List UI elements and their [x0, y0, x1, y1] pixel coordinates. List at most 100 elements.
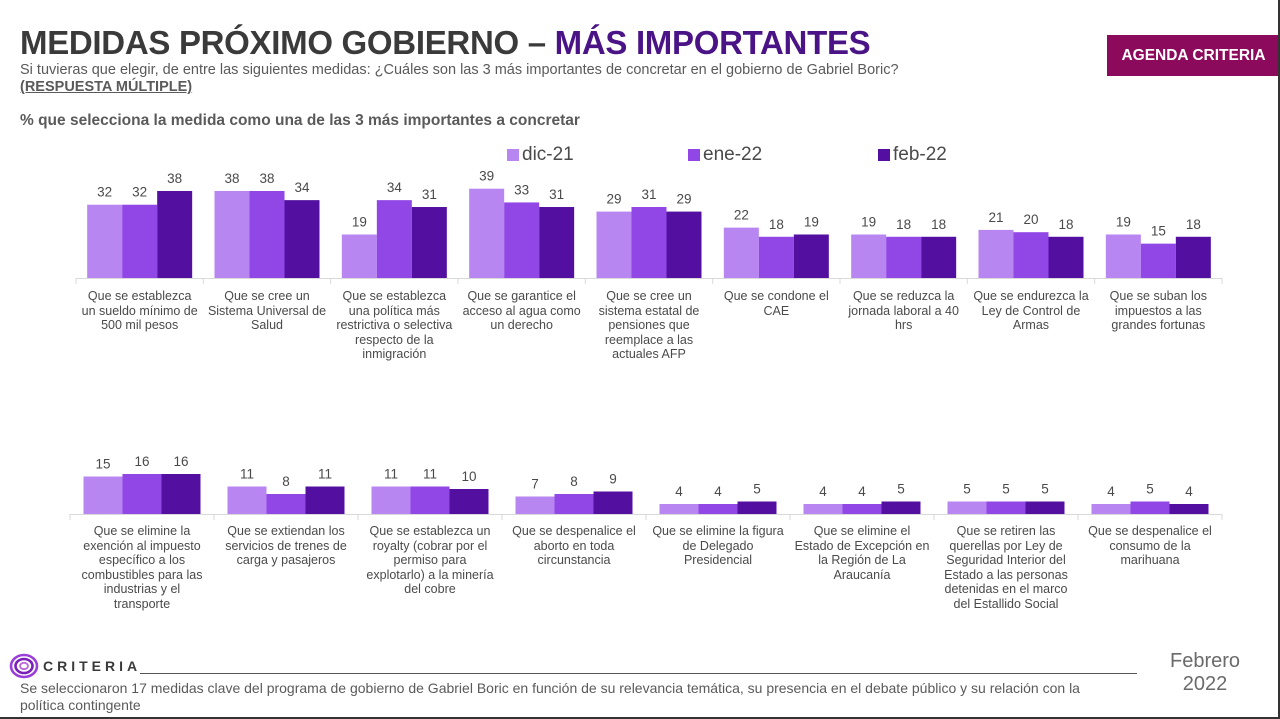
- bar-ene-22: [122, 474, 162, 514]
- category-label-line: pensiones que: [608, 318, 690, 332]
- category-label-line: Armas: [1012, 318, 1050, 332]
- category-label-line: hrs: [894, 318, 913, 332]
- data-label: 18: [1058, 217, 1073, 232]
- category-label: Que se condone el CAE: [709, 289, 844, 318]
- category-label: Que se establezca un royalty (cobrar por …: [354, 524, 506, 597]
- category-label: Que se elimine la exención al impuesto esp…: [66, 524, 218, 611]
- data-label: 18: [1186, 217, 1201, 232]
- category-label: Que se suban los impuestos a las grandes f…: [1091, 289, 1226, 333]
- bar-dic-21: [947, 501, 987, 514]
- category-label: Que se elimine la figura de Delegado Presi…: [642, 524, 794, 568]
- chart-title: % que selecciona la medida como una de l…: [20, 112, 580, 129]
- category-label-line: industrias y el: [103, 582, 181, 596]
- category-label-line: Que se elimine el: [813, 524, 911, 538]
- data-label: 5: [963, 482, 971, 497]
- category-label: Que se retiren las querellas por Ley de Se…: [930, 524, 1082, 611]
- data-label: 31: [549, 187, 564, 202]
- category-label-line: Ley de Control de: [981, 303, 1081, 318]
- footer-note: Se seleccionaron 17 medidas clave del pr…: [20, 680, 1080, 713]
- category-label-line: detenidas en el marco: [944, 582, 1068, 596]
- data-label: 31: [422, 187, 437, 202]
- bar-ene-22: [698, 504, 738, 514]
- category-label-line: royalty (cobrar por el: [372, 538, 488, 553]
- category-label-line: una política más: [348, 303, 440, 318]
- legend-label: feb-22: [893, 144, 947, 165]
- category-label-line: consumo de la: [1109, 538, 1191, 553]
- data-label: 4: [1185, 484, 1193, 499]
- bar-ene-22: [758, 236, 794, 278]
- bar-feb-22: [1048, 236, 1084, 278]
- category-label-line: Que se cree un: [224, 289, 310, 303]
- data-label: 29: [606, 192, 621, 207]
- data-label: 19: [352, 214, 367, 229]
- bar-ene-22: [249, 190, 285, 278]
- bar-feb-22: [157, 190, 193, 278]
- category-label-line: circunstancia: [537, 553, 611, 567]
- data-label: 32: [97, 185, 112, 200]
- bar-feb-22: [411, 207, 447, 278]
- legend-label: ene-22: [703, 144, 763, 165]
- category-label-line: actuales AFP: [612, 347, 686, 361]
- category-label-line: 500 mil pesos: [101, 318, 179, 332]
- data-label: 5: [753, 482, 761, 497]
- category-label-line: jornada laboral a 40: [848, 303, 959, 318]
- category-label-line: impuestos a las: [1114, 303, 1202, 318]
- data-label: 33: [514, 182, 529, 197]
- data-label: 4: [819, 484, 827, 499]
- category-label-line: la Región de La: [818, 553, 906, 567]
- category-label-line: Que se endurezca la: [973, 289, 1089, 303]
- data-label: 18: [769, 217, 784, 232]
- bar-feb-22: [1169, 504, 1209, 514]
- bar-ene-22: [1130, 501, 1170, 514]
- category-label-line: querellas por Ley de: [949, 538, 1063, 553]
- category-label-line: CAE: [763, 303, 790, 318]
- data-label: 11: [318, 467, 332, 482]
- data-label: 8: [570, 474, 578, 489]
- bar-dic-21: [87, 204, 123, 278]
- bar-ene-22: [1013, 232, 1049, 278]
- bar-dic-21: [596, 211, 632, 278]
- legend-item-ene-22: ene-22: [688, 144, 762, 166]
- chart-legend: dic-21 ene-22 feb-22: [0, 144, 1280, 168]
- category-label-line: Que se elimine la: [93, 524, 191, 538]
- category-label-line: Que se extiendan los: [227, 524, 345, 538]
- bar-dic-21: [371, 486, 411, 514]
- data-label: 22: [734, 208, 749, 223]
- data-label: 4: [714, 484, 722, 499]
- bar-dic-21: [515, 496, 555, 514]
- bar-dic-21: [659, 504, 699, 514]
- category-label-line: permiso para: [393, 553, 467, 567]
- category-label-line: Que se cree un: [606, 289, 692, 303]
- category-label: Que se garantice el acceso al agua como un…: [454, 289, 589, 333]
- category-label-line: Seguridad Interior del: [946, 553, 1066, 567]
- logo-text: CRITERIA: [43, 658, 142, 674]
- category-label-line: de Delegado: [682, 538, 754, 553]
- data-label: 19: [861, 214, 876, 229]
- bar-ene-22: [886, 236, 922, 278]
- date-year: 2022: [1182, 673, 1228, 695]
- bar-ene-22: [986, 501, 1026, 514]
- category-label-line: Que se despenalice el: [1088, 524, 1212, 538]
- bar-ene-22: [631, 207, 667, 278]
- category-label-line: inmigración: [362, 347, 427, 361]
- bar-feb-22: [305, 486, 345, 514]
- category-label: Que se reduzca la jornada laboral a 40 hrs: [836, 289, 971, 333]
- category-label-line: transporte: [113, 596, 171, 611]
- category-label-line: Que se elimine la figura: [652, 524, 784, 538]
- bar-dic-21: [803, 504, 843, 514]
- category-label-line: carga y pasajeros: [236, 553, 336, 567]
- category-label-line: respecto de la: [355, 332, 434, 347]
- category-label-line: exención al impuesto: [83, 538, 201, 553]
- title-accent: MÁS IMPORTANTES: [554, 24, 871, 61]
- bar-ene-22: [504, 202, 540, 278]
- title-main: MEDIDAS PRÓXIMO GOBIERNO –: [20, 24, 555, 61]
- data-label: 39: [479, 169, 494, 184]
- bar-feb-22: [284, 200, 320, 278]
- bar-ene-22: [554, 494, 594, 514]
- bar-dic-21: [723, 227, 759, 278]
- bar-feb-22: [881, 501, 921, 514]
- category-label-line: un derecho: [490, 318, 553, 332]
- category-label-line: reemplace a las: [604, 332, 694, 347]
- category-label-line: Que se condone el: [723, 289, 829, 303]
